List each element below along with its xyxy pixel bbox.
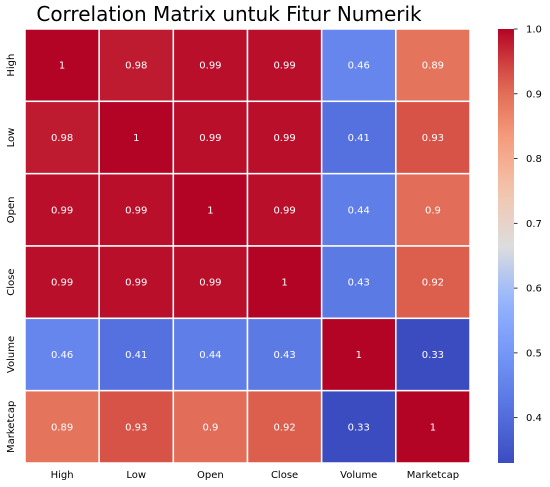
y-tick-label: Open (6, 196, 17, 223)
heatmap-cell-label: 0.43 (273, 350, 295, 361)
x-tick-label: Open (197, 470, 224, 481)
heatmap-cell-open-low (98, 172, 175, 247)
chart-title: Correlation Matrix untuk Fitur Numerik (36, 2, 422, 26)
colorbar-tick-label: 0.9 (526, 89, 542, 100)
heatmap-cell-label: 0.44 (348, 205, 370, 216)
heatmap-cell-high-open (172, 28, 249, 103)
heatmap-cell-label: 0.98 (125, 61, 147, 72)
heatmap-cell-label: 1 (133, 133, 139, 144)
heatmap-cell-open-close (246, 172, 323, 247)
heatmap-cell-label: 0.93 (422, 133, 444, 144)
heatmap-cell-close-close (246, 245, 323, 320)
colorbar-tick-label: 0.4 (526, 413, 542, 424)
x-tick-label: High (51, 470, 74, 481)
x-tick-label: Low (126, 470, 146, 481)
heatmap-cell-label: 0.41 (348, 133, 370, 144)
colorbar (498, 29, 514, 463)
heatmap-cell-label: 0.99 (199, 61, 221, 72)
heatmap-cell-label: 0.9 (425, 205, 441, 216)
heatmap-cell-high-marketcap (395, 28, 471, 103)
heatmap-cell-labels: 1 0.98 0.99 0.99 0.46 0.89 0.98 1 0.99 0.99 0.41 0.… (51, 61, 444, 434)
heatmap-cell-label: 1 (59, 61, 65, 72)
y-tick-label: Close (6, 269, 17, 296)
heatmap-cell-label: 0.43 (348, 278, 370, 289)
heatmap-cell-open-marketcap (395, 172, 471, 247)
heatmap-cell-low-marketcap (395, 100, 471, 175)
y-tick-label: Volume (6, 336, 17, 373)
y-tick-label: High (6, 54, 17, 77)
heatmap-cell-label: 1 (281, 278, 287, 289)
x-tick-label: Volume (340, 470, 377, 481)
heatmap-cell-volume-volume (320, 317, 397, 392)
y-axis-tick-labels: High Low Open Close Volume Marketcap (6, 54, 17, 453)
heatmap-cell-label: 0.99 (51, 205, 73, 216)
heatmap-cell-label: 1 (356, 350, 362, 361)
heatmap-cell-close-low (98, 245, 175, 320)
heatmap-cell-label: 0.92 (273, 422, 295, 433)
colorbar-tick-label: 0.6 (526, 284, 542, 295)
heatmap-cell-volume-marketcap (395, 317, 471, 392)
colorbar-tick-labels: 0.4 0.5 0.6 0.7 0.8 0.9 1.0 (514, 25, 542, 424)
heatmap-cell-high-low (98, 28, 175, 103)
heatmap-cell-label: 0.98 (51, 133, 73, 144)
heatmap-cell-label: 0.44 (199, 350, 221, 361)
heatmap-cell-label: 0.46 (348, 61, 370, 72)
heatmap-cell-label: 0.33 (422, 350, 444, 361)
heatmap-cell-close-marketcap (395, 245, 471, 320)
heatmap-cell-label: 0.9 (202, 422, 218, 433)
heatmap-cell-label: 0.93 (125, 422, 147, 433)
colorbar-tick-label: 0.5 (526, 348, 542, 359)
y-tick-label: Low (6, 128, 17, 148)
heatmap-cell-label: 0.99 (273, 133, 295, 144)
heatmap-cell-label: 0.99 (125, 205, 147, 216)
colorbar-tick-label: 0.7 (526, 219, 542, 230)
x-tick-label: Marketcap (407, 470, 459, 481)
heatmap-cell-volume-open (172, 317, 249, 392)
heatmap-cell-label: 0.33 (348, 422, 370, 433)
heatmap-cell-label: 0.99 (125, 278, 147, 289)
heatmap-cell-marketcap-close (246, 389, 323, 464)
heatmap-cell-label: 0.99 (199, 133, 221, 144)
heatmap-cell-low-close (246, 100, 323, 175)
heatmap-cell-close-high (24, 245, 100, 320)
y-tick-label: Marketcap (6, 401, 17, 453)
heatmap-cell-volume-close (246, 317, 323, 392)
heatmap-cell-label: 0.92 (422, 278, 444, 289)
heatmap-cell-marketcap-high (24, 389, 100, 464)
heatmap-cell-label: 0.46 (51, 350, 73, 361)
heatmap-cell-open-volume (320, 172, 397, 247)
heatmap-cell-marketcap-volume (320, 389, 397, 464)
heatmap-cell-label: 0.99 (273, 205, 295, 216)
heatmap-cell-label: 0.89 (422, 61, 444, 72)
heatmap-cells (24, 28, 471, 464)
heatmap-cell-label: 0.89 (51, 422, 73, 433)
x-axis-tick-labels: High Low Open Close Volume Marketcap (51, 470, 460, 481)
heatmap-cell-label: 0.41 (125, 350, 147, 361)
heatmap-cell-label: 0.99 (51, 278, 73, 289)
heatmap-cell-high-high (24, 28, 100, 103)
colorbar-tick-label: 0.8 (526, 154, 542, 165)
heatmap-cell-close-volume (320, 245, 397, 320)
heatmap-cell-label: 1 (207, 205, 213, 216)
heatmap-cell-label: 0.99 (273, 61, 295, 72)
heatmap-cell-label: 0.99 (199, 278, 221, 289)
heatmap-cell-label: 1 (430, 422, 436, 433)
x-tick-label: Close (271, 470, 298, 481)
heatmap-cell-marketcap-marketcap (395, 389, 471, 464)
colorbar-tick-label: 1.0 (526, 25, 542, 36)
heatmap-cell-low-low (98, 100, 175, 175)
heatmap-cell-close-open (172, 245, 249, 320)
